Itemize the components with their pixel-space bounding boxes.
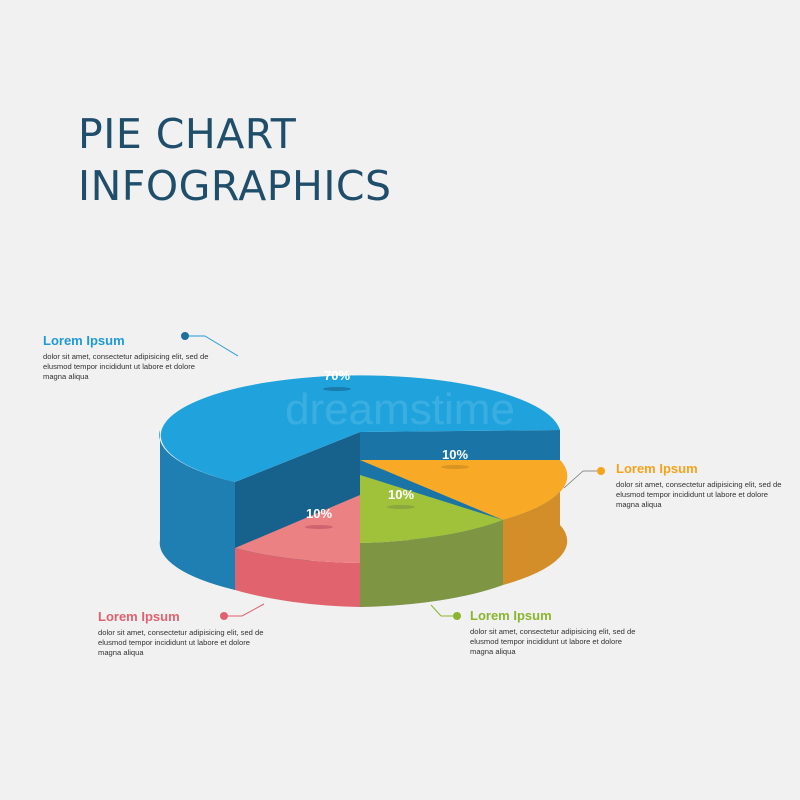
callout-green-text: dolor sit amet, consectetur adipisicing … bbox=[470, 627, 636, 656]
connector-green bbox=[430, 604, 461, 620]
callout-blue-title: Lorem Ipsum bbox=[43, 333, 125, 348]
slice-green-side bbox=[360, 520, 503, 607]
slice-orange-side bbox=[503, 460, 568, 585]
slice-orange bbox=[360, 460, 568, 585]
dot-blue bbox=[181, 332, 189, 340]
callout-orange: Lorem Ipsum dolor sit amet, consectetur … bbox=[616, 461, 786, 510]
connector-orange bbox=[563, 467, 605, 489]
callout-green-title: Lorem Ipsum bbox=[470, 608, 552, 623]
callout-green: Lorem Ipsum dolor sit amet, consectetur … bbox=[470, 608, 640, 657]
slice-red bbox=[235, 495, 360, 607]
callout-blue-text: dolor sit amet, consectetur adipisicing … bbox=[43, 352, 209, 381]
label-blue-pct: 70% bbox=[324, 368, 350, 383]
slice-blue-side bbox=[159, 430, 235, 590]
callout-blue: Lorem Ipsum dolor sit amet, consectetur … bbox=[43, 333, 213, 382]
watermark: dreamstime bbox=[285, 385, 515, 434]
slice-blue-top bbox=[160, 375, 561, 482]
callout-orange-text: dolor sit amet, consectetur adipisicing … bbox=[616, 480, 782, 509]
callout-red-text: dolor sit amet, consectetur adipisicing … bbox=[98, 628, 264, 657]
chart-title: PIE CHART INFOGRAPHICS bbox=[78, 108, 392, 212]
slice-red-top bbox=[235, 495, 360, 563]
connector-blue bbox=[181, 332, 239, 357]
connector-red bbox=[220, 603, 265, 620]
label-shadow bbox=[441, 465, 469, 469]
dot-red bbox=[220, 612, 228, 620]
label-shadow bbox=[387, 505, 415, 509]
label-green-pct: 10% bbox=[388, 487, 414, 502]
label-shadow bbox=[323, 387, 351, 391]
callout-red: Lorem Ipsum dolor sit amet, consectetur … bbox=[98, 609, 268, 658]
label-red-pct: 10% bbox=[306, 506, 332, 521]
title-line-1: PIE CHART bbox=[78, 110, 297, 158]
slice-green bbox=[360, 475, 503, 607]
label-orange-pct: 10% bbox=[442, 447, 468, 462]
slice-orange-top bbox=[360, 460, 568, 520]
title-line-2: INFOGRAPHICS bbox=[78, 162, 392, 210]
callout-red-title: Lorem Ipsum bbox=[98, 609, 180, 624]
slice-green-top bbox=[360, 475, 503, 543]
dot-orange bbox=[597, 467, 605, 475]
slice-red-side bbox=[235, 548, 360, 607]
dot-green bbox=[453, 612, 461, 620]
callout-orange-title: Lorem Ipsum bbox=[616, 461, 698, 476]
label-shadow bbox=[305, 525, 333, 529]
